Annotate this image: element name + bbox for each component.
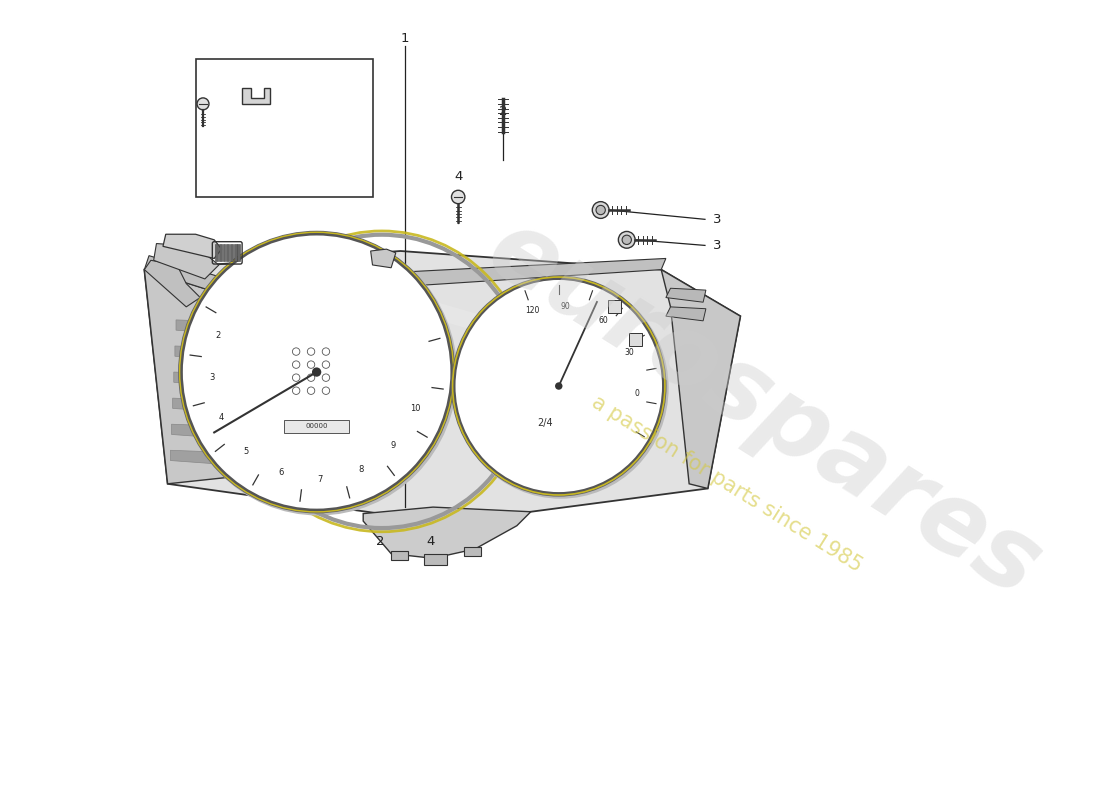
Polygon shape bbox=[363, 507, 531, 558]
Text: eurospares: eurospares bbox=[470, 201, 1057, 618]
Text: 4: 4 bbox=[454, 170, 462, 183]
Text: 2: 2 bbox=[216, 331, 220, 340]
Polygon shape bbox=[173, 398, 224, 412]
Text: 4: 4 bbox=[426, 535, 434, 548]
Polygon shape bbox=[666, 307, 706, 321]
Bar bbox=[392, 551, 408, 560]
Text: 2: 2 bbox=[376, 535, 384, 548]
Circle shape bbox=[592, 202, 609, 218]
Circle shape bbox=[312, 367, 321, 377]
Bar bbox=[284, 419, 349, 433]
Text: 2: 2 bbox=[498, 105, 507, 118]
Polygon shape bbox=[144, 251, 740, 521]
Ellipse shape bbox=[182, 234, 452, 510]
Ellipse shape bbox=[452, 276, 666, 496]
Text: 9: 9 bbox=[390, 441, 396, 450]
Text: 5: 5 bbox=[243, 447, 249, 456]
Polygon shape bbox=[144, 256, 666, 298]
Text: 6: 6 bbox=[278, 469, 284, 478]
Text: 8: 8 bbox=[359, 465, 364, 474]
Circle shape bbox=[596, 206, 605, 214]
Bar bbox=[464, 547, 481, 557]
Circle shape bbox=[618, 231, 635, 248]
Bar bbox=[230, 245, 233, 262]
Bar bbox=[424, 554, 447, 565]
Text: 7: 7 bbox=[318, 475, 323, 484]
Bar bbox=[216, 245, 218, 262]
Text: 30: 30 bbox=[625, 347, 635, 357]
Circle shape bbox=[251, 78, 270, 97]
Bar bbox=[196, 59, 373, 197]
Text: 3: 3 bbox=[209, 373, 214, 382]
Bar bbox=[222, 245, 226, 262]
Polygon shape bbox=[163, 234, 221, 258]
Polygon shape bbox=[144, 270, 238, 484]
Text: 0: 0 bbox=[635, 389, 639, 398]
Text: 3: 3 bbox=[713, 239, 722, 252]
Text: 00000: 00000 bbox=[306, 423, 328, 429]
Circle shape bbox=[451, 190, 465, 204]
Polygon shape bbox=[176, 320, 228, 334]
Polygon shape bbox=[175, 346, 227, 360]
Text: 4: 4 bbox=[199, 75, 207, 88]
Bar bbox=[227, 245, 229, 262]
Text: 2/4: 2/4 bbox=[537, 418, 552, 428]
Text: 60: 60 bbox=[598, 316, 608, 325]
Bar bbox=[219, 245, 221, 262]
Ellipse shape bbox=[452, 277, 669, 498]
Circle shape bbox=[556, 382, 562, 390]
Text: 10: 10 bbox=[410, 404, 421, 414]
Text: 5: 5 bbox=[252, 75, 261, 88]
Polygon shape bbox=[170, 450, 221, 464]
Bar bbox=[238, 245, 240, 262]
Polygon shape bbox=[174, 372, 226, 386]
Circle shape bbox=[309, 78, 328, 97]
Polygon shape bbox=[154, 243, 219, 279]
Text: 3: 3 bbox=[713, 213, 722, 226]
Bar bbox=[608, 300, 622, 314]
Ellipse shape bbox=[179, 231, 454, 513]
Ellipse shape bbox=[454, 279, 663, 493]
Circle shape bbox=[197, 98, 209, 110]
Text: 120: 120 bbox=[525, 306, 539, 315]
Polygon shape bbox=[666, 288, 706, 302]
Polygon shape bbox=[242, 88, 271, 104]
Text: 90: 90 bbox=[561, 302, 571, 310]
Polygon shape bbox=[172, 424, 223, 438]
Text: 1: 1 bbox=[400, 32, 409, 45]
Text: 4: 4 bbox=[219, 413, 224, 422]
Ellipse shape bbox=[179, 232, 458, 515]
Polygon shape bbox=[144, 260, 200, 307]
Text: a passion for parts since 1985: a passion for parts since 1985 bbox=[587, 392, 866, 576]
Bar bbox=[628, 333, 641, 346]
Polygon shape bbox=[661, 270, 740, 489]
Bar bbox=[233, 245, 236, 262]
Polygon shape bbox=[371, 249, 396, 268]
Circle shape bbox=[623, 235, 631, 245]
